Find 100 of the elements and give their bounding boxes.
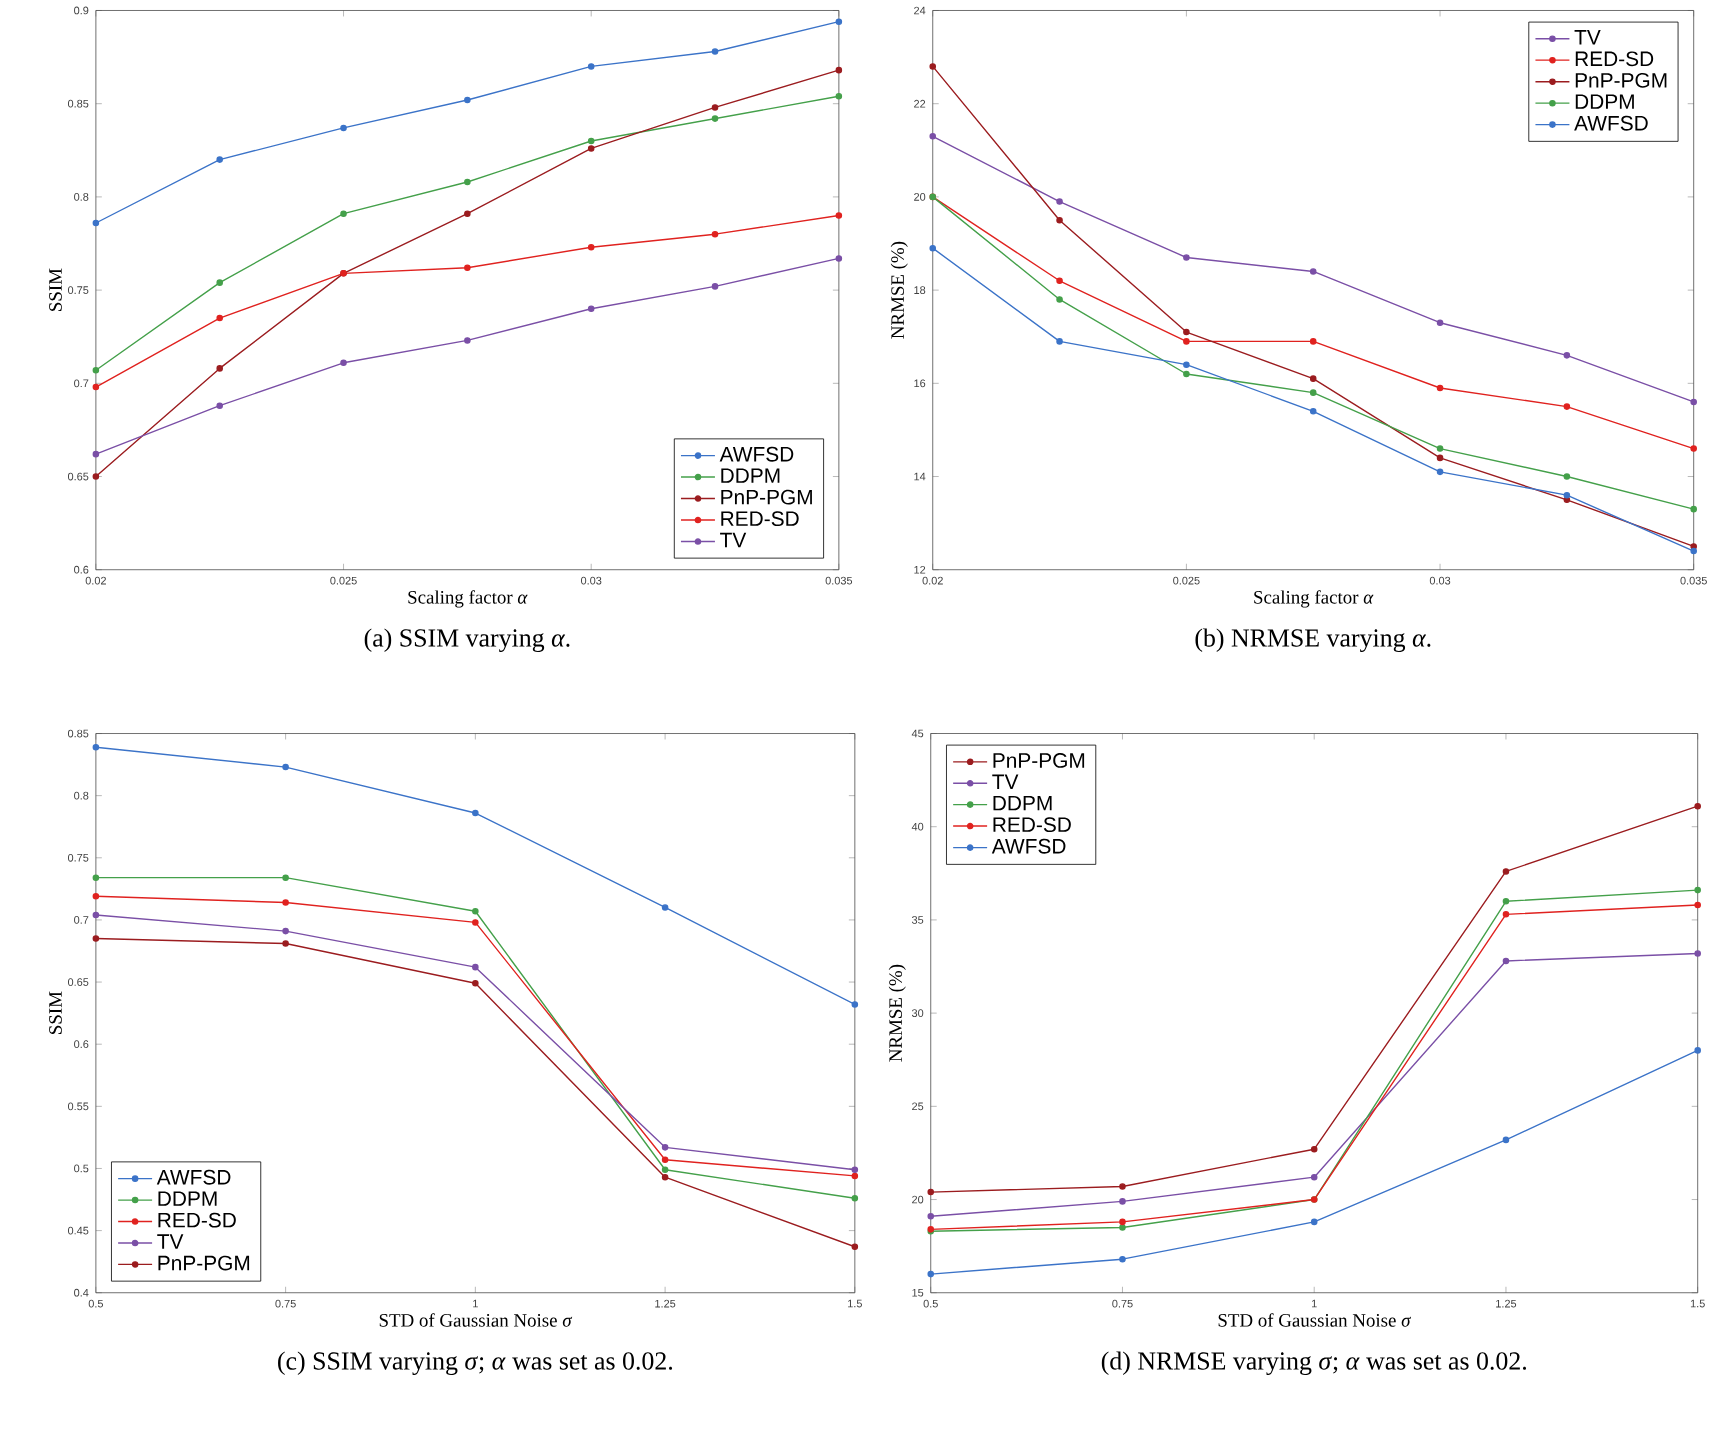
point [835, 18, 843, 25]
point [835, 66, 843, 74]
point [929, 132, 937, 140]
point [216, 156, 223, 163]
point [661, 903, 669, 911]
legend-label: AWFSD [1574, 115, 1648, 131]
legend-label: RED-SD [158, 1212, 236, 1228]
point [92, 935, 100, 942]
x-axis-title: STD of Gaussian Noise σ [379, 1312, 573, 1327]
point [282, 940, 289, 947]
point [472, 809, 479, 817]
point [711, 282, 719, 290]
point [92, 743, 100, 751]
point [92, 383, 100, 391]
point [851, 1166, 859, 1173]
point [1310, 1218, 1318, 1225]
point [1563, 472, 1571, 480]
point [661, 1173, 669, 1181]
legend-label: TV [157, 1234, 184, 1249]
y-axis-title: SSIM [49, 268, 62, 311]
point [472, 918, 479, 926]
point [1436, 445, 1444, 452]
point [1056, 216, 1063, 224]
point [1183, 328, 1190, 336]
point [587, 137, 595, 145]
point [472, 963, 479, 971]
point [92, 450, 100, 458]
point [851, 1172, 859, 1179]
point [92, 911, 100, 918]
point [1690, 547, 1697, 555]
point [282, 927, 289, 935]
x-axis-title: Scaling factor α [408, 589, 528, 608]
point [927, 1270, 935, 1278]
point [464, 210, 471, 217]
point [92, 219, 100, 227]
point [1056, 277, 1063, 284]
point [1309, 407, 1317, 415]
point [282, 763, 289, 771]
point [711, 230, 719, 238]
point [282, 898, 289, 906]
y-axis-title: NRMSE (%) [890, 241, 908, 339]
point [282, 874, 289, 881]
point [851, 1000, 859, 1008]
legend-label: TV [992, 774, 1019, 789]
point [1563, 491, 1571, 499]
point [1119, 1218, 1126, 1225]
point [216, 364, 223, 372]
legend-label: PnP-PGM [993, 752, 1085, 768]
point [1436, 384, 1444, 392]
point [1502, 897, 1510, 905]
point [340, 210, 347, 217]
point [835, 92, 843, 100]
point [340, 124, 347, 131]
point [1309, 375, 1317, 382]
legend-label: DDPM [993, 795, 1052, 811]
point [340, 359, 347, 366]
point [851, 1194, 859, 1202]
point [1502, 957, 1510, 964]
point [1694, 1046, 1701, 1054]
point [464, 96, 471, 103]
y-axis-title: SSIM [49, 991, 62, 1034]
point [1690, 505, 1697, 513]
legend-label: AWFSD [719, 446, 794, 462]
point [587, 243, 595, 251]
point [1183, 337, 1190, 345]
point [472, 907, 479, 915]
point [835, 254, 843, 262]
point [929, 244, 937, 252]
point [1502, 1136, 1510, 1143]
point [1056, 337, 1063, 345]
point [472, 979, 479, 987]
x-axis-title: STD of Gaussian Noise σ [1218, 1312, 1412, 1327]
point [464, 178, 471, 186]
legend-label: RED-SD [993, 817, 1071, 832]
legend-label: DDPM [721, 468, 780, 483]
point [1119, 1182, 1126, 1190]
legend-label: DDPM [1575, 94, 1634, 109]
x-axis-title: Scaling factor α [1254, 589, 1374, 608]
legend-label: DDPM [158, 1191, 217, 1206]
point [661, 1166, 669, 1173]
point [1436, 319, 1444, 326]
point [711, 115, 719, 122]
legend-label: RED-SD [721, 511, 799, 526]
legend-label: PnP-PGM [721, 489, 812, 505]
point [587, 144, 595, 152]
legend-label: AWFSD [991, 838, 1066, 854]
text: (a) SSIM varying α. [364, 628, 570, 652]
text: (b) NRMSE varying α. [1195, 628, 1431, 652]
text: (c) SSIM varying σ; α was set as 0.02. [278, 1351, 673, 1375]
legend-label: TV [720, 532, 747, 547]
point [92, 366, 100, 374]
point [1056, 198, 1063, 205]
point [92, 472, 100, 480]
point [711, 47, 719, 55]
text: (d) NRMSE varying σ; α was set as 0.02. [1101, 1351, 1527, 1375]
legend-label: TV [1574, 29, 1601, 45]
point [1056, 295, 1063, 303]
point [1183, 361, 1190, 368]
legend-label: PnP-PGM [158, 1255, 250, 1271]
point [1694, 949, 1701, 957]
